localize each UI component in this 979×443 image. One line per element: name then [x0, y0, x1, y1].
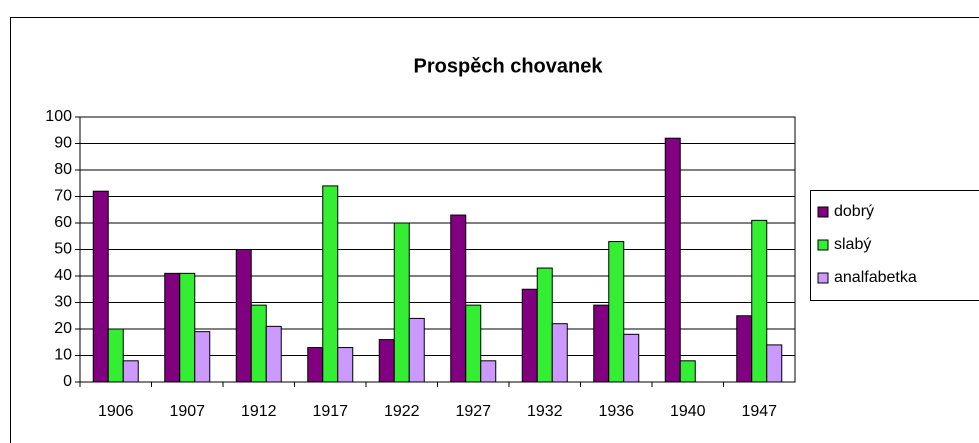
y-tick-label: 50: [54, 241, 72, 258]
bar: [164, 272, 181, 383]
bar: [608, 241, 625, 383]
y-tick-label: 70: [54, 188, 72, 205]
y-tick-label: 100: [45, 108, 72, 125]
bar: [536, 267, 553, 383]
y-tick-label: 0: [63, 373, 72, 390]
bar: [107, 328, 124, 383]
bar: [766, 344, 783, 383]
x-tick-label: 1927: [455, 403, 491, 420]
y-tick-label: 60: [54, 214, 72, 231]
y-tick-label: 30: [54, 294, 72, 311]
bar: [450, 214, 467, 383]
bar: [92, 190, 109, 383]
bar: [378, 339, 395, 383]
bar: [122, 360, 139, 383]
y-tick-label: 10: [54, 347, 72, 364]
y-tick-label: 40: [54, 267, 72, 284]
x-tick-label: 1907: [169, 403, 205, 420]
bar: [623, 333, 640, 383]
y-tick-label: 20: [54, 320, 72, 337]
legend-label: slabý: [834, 236, 871, 253]
x-tick-label: 1932: [527, 403, 563, 420]
legend-label: analfabetka: [834, 269, 917, 286]
bar: [250, 304, 267, 383]
y-tick-label: 80: [54, 161, 72, 178]
x-tick-label: 1917: [312, 403, 348, 420]
bar: [235, 249, 252, 383]
bar: [307, 347, 324, 383]
chart-title: Prospěch chovanek: [414, 55, 604, 77]
x-tick-label: 1922: [384, 403, 420, 420]
bar: [194, 331, 211, 383]
bar: [736, 315, 753, 383]
x-tick-label: 1936: [598, 403, 634, 420]
bar: [521, 288, 538, 383]
bar: [664, 137, 681, 383]
bar: [265, 325, 282, 383]
x-tick-label: 1912: [241, 403, 277, 420]
bar: [480, 360, 497, 383]
bar: [751, 219, 768, 383]
x-tick-label: 1906: [98, 403, 134, 420]
bar: [408, 317, 425, 383]
bar: [593, 304, 610, 383]
bar: [322, 185, 339, 383]
bar: [393, 222, 410, 383]
legend-label: dobrý: [834, 203, 874, 220]
bar: [551, 323, 568, 383]
x-tick-label: 1940: [670, 403, 706, 420]
bar: [679, 360, 696, 383]
bar: [337, 347, 354, 383]
legend-swatch: [817, 206, 829, 218]
legend-box: [810, 190, 979, 301]
legend-swatch: [817, 239, 829, 251]
bar: [465, 304, 482, 383]
bar: [179, 272, 196, 383]
x-tick-label: 1947: [741, 403, 777, 420]
legend-swatch: [817, 272, 829, 284]
y-tick-label: 90: [54, 135, 72, 152]
